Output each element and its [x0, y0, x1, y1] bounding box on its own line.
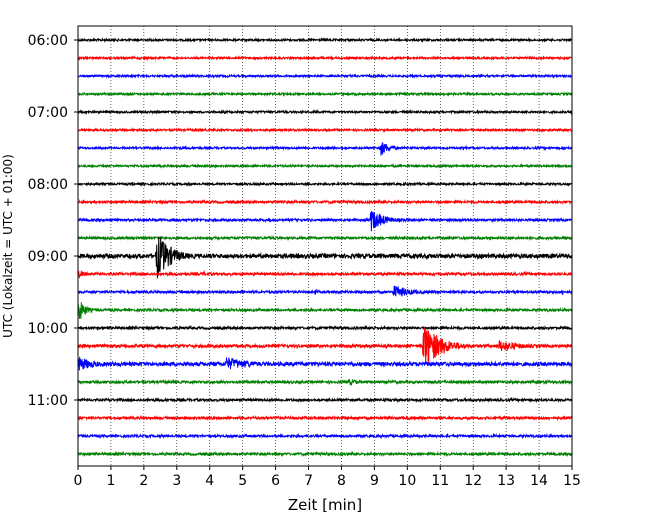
x-tick-label: 4: [205, 473, 214, 489]
x-tick-label: 11: [431, 473, 449, 489]
y-tick-label: 11:00: [28, 393, 68, 409]
trace-line: [77, 236, 573, 279]
trace-line: [77, 142, 573, 156]
x-tick-label: 13: [497, 473, 515, 489]
x-tick-label: 12: [464, 473, 482, 489]
trace-line: [77, 378, 573, 387]
y-tick-label: 09:00: [28, 249, 68, 265]
trace-group: [77, 37, 573, 458]
trace-line: [77, 55, 573, 61]
trace-line: [77, 163, 573, 169]
grid-lines: [110, 26, 540, 466]
y-tick-label: 06:00: [28, 33, 68, 49]
trace-line: [77, 109, 573, 115]
trace-line: [77, 432, 573, 440]
y-tick-label: 08:00: [28, 177, 68, 193]
trace-line: [77, 356, 573, 371]
y-tick-label: 10:00: [28, 321, 68, 337]
trace-line: [77, 414, 573, 422]
trace-line: [77, 91, 573, 97]
x-tick-label: 14: [530, 473, 548, 489]
trace-line: [77, 73, 573, 79]
x-axis: 0 1 2 3 4 5 6 7 8 9 10 11 12 13 14 15: [74, 466, 581, 489]
plot-frame: [77, 25, 573, 467]
x-tick-label: 15: [563, 473, 581, 489]
x-tick-label: 6: [271, 473, 280, 489]
trace-line: [77, 285, 573, 297]
x-tick-label: 3: [172, 473, 181, 489]
x-tick-label: 9: [370, 473, 379, 489]
trace-line: [77, 211, 573, 232]
trace-line: [77, 327, 573, 365]
trace-line: [77, 181, 573, 187]
trace-line: [77, 127, 573, 133]
x-tick-label: 0: [74, 473, 83, 489]
trace-line: [77, 269, 573, 279]
x-tick-label: 1: [106, 473, 115, 489]
x-tick-label: 7: [304, 473, 313, 489]
trace-line: [77, 37, 573, 43]
trace-line: [77, 450, 573, 458]
y-axis-label: UTC (Lokalzeit = UTC + 01:00): [1, 154, 15, 338]
y-tick-label: 07:00: [28, 105, 68, 121]
x-axis-label: Zeit [min]: [288, 496, 362, 514]
x-tick-label: 5: [238, 473, 247, 489]
trace-line: [77, 396, 573, 404]
trace-line: [77, 198, 573, 206]
trace-line: [77, 324, 573, 332]
trace-line: [77, 234, 573, 242]
y-axis: 06:00 07:00 08:00 09:00 10:00 11:00: [28, 33, 78, 409]
trace-line: [77, 302, 573, 319]
x-tick-label: 8: [337, 473, 346, 489]
x-tick-label: 10: [398, 473, 416, 489]
x-tick-label: 2: [139, 473, 148, 489]
